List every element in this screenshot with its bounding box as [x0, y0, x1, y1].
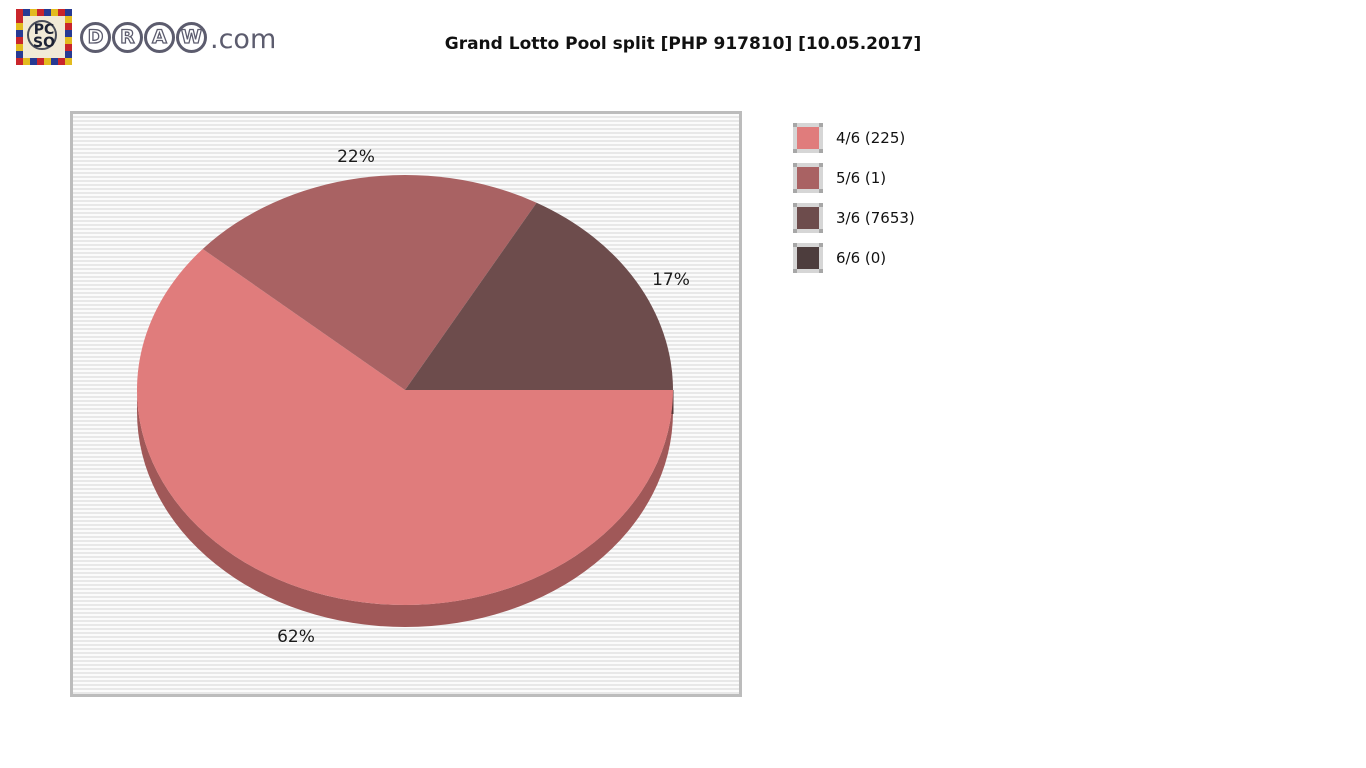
legend-label: 4/6 (225) — [836, 129, 906, 147]
brand-circle-letter: W — [176, 21, 207, 53]
stamp-border-cell — [65, 16, 72, 23]
pcso-draw-logo: PC SO D R A W .com — [16, 8, 276, 66]
stamp-border-cell — [65, 23, 72, 30]
stamp-center: PC SO — [23, 16, 65, 58]
legend-swatch-icon — [793, 243, 823, 273]
brand-wordmark: D R A W .com — [80, 21, 277, 55]
legend-item: 5/6 (1) — [793, 163, 915, 193]
legend-label: 5/6 (1) — [836, 169, 887, 187]
pie-slice — [405, 202, 673, 390]
stamp-border-cell — [65, 30, 72, 37]
stamp-border-cell — [37, 9, 44, 16]
brand-circle-letter: D — [80, 21, 111, 53]
stamp-border-cell — [16, 51, 23, 58]
stamp-border-cell — [23, 58, 30, 65]
pie-chart: 62% 22% 17% — [137, 147, 690, 647]
stamp-border-cell — [16, 30, 23, 37]
stamp-border-cell — [16, 9, 23, 16]
pie-slice — [202, 175, 537, 390]
legend: 4/6 (225) 5/6 (1) 3/6 (7653) 6/6 (0) — [793, 123, 915, 283]
stamp-border-cell — [16, 16, 23, 23]
stamp-border-cell — [58, 9, 65, 16]
stamp-text-line1: PC — [33, 22, 55, 38]
legend-item: 3/6 (7653) — [793, 203, 915, 233]
stamp-border-cell — [16, 23, 23, 30]
stamp-border-cell — [65, 9, 72, 16]
stamp-text-line2: SO — [33, 35, 55, 51]
brand-suffix: .com — [210, 23, 277, 55]
stamp-border-cell — [51, 9, 58, 16]
stamp-ring-icon — [27, 20, 57, 50]
stamp-border-cell — [37, 58, 44, 65]
stamp-border-cell — [58, 58, 65, 65]
legend-label: 3/6 (7653) — [836, 209, 915, 227]
brand-circle-letter: A — [144, 21, 175, 53]
legend-label: 6/6 (0) — [836, 249, 887, 267]
brand-circle-letter: R — [112, 21, 143, 53]
stamp-border-cell — [51, 58, 58, 65]
slice-percent-label: 62% — [277, 627, 315, 647]
brand-letter: A — [152, 25, 168, 48]
brand-letter: R — [120, 25, 136, 48]
stamp-border-cell — [65, 51, 72, 58]
legend-swatch-icon — [793, 123, 823, 153]
stamp-border-cell — [30, 9, 37, 16]
pcso-stamp-icon: PC SO — [16, 9, 72, 65]
stamp-border-cell — [16, 37, 23, 44]
plot-area: 62% 22% 17% — [70, 111, 742, 697]
stamp-border-cell — [65, 58, 72, 65]
legend-item: 6/6 (0) — [793, 243, 915, 273]
pie-slice — [137, 248, 674, 606]
stamp-border-cell — [44, 58, 51, 65]
chart-title: Grand Lotto Pool split [PHP 917810] [10.… — [444, 34, 922, 54]
stamp-border-cell — [16, 44, 23, 51]
stamp-border-cell — [44, 9, 51, 16]
stamp-border-cell — [65, 44, 72, 51]
stamp-border-cell — [23, 9, 30, 16]
stamp-border-cell — [16, 58, 23, 65]
brand-letter: W — [180, 25, 202, 48]
slice-percent-label: 22% — [337, 147, 375, 167]
brand-letter: D — [87, 25, 104, 48]
legend-swatch-icon — [793, 163, 823, 193]
slice-percent-label: 17% — [652, 270, 690, 290]
legend-swatch-icon — [793, 203, 823, 233]
stamp-border-cell — [30, 58, 37, 65]
legend-item: 4/6 (225) — [793, 123, 915, 153]
stamp-border-cell — [65, 37, 72, 44]
